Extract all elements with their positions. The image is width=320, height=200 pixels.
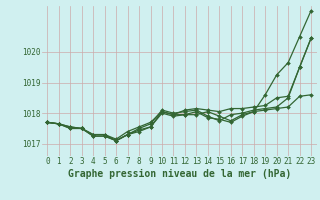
X-axis label: Graphe pression niveau de la mer (hPa): Graphe pression niveau de la mer (hPa): [68, 168, 291, 179]
